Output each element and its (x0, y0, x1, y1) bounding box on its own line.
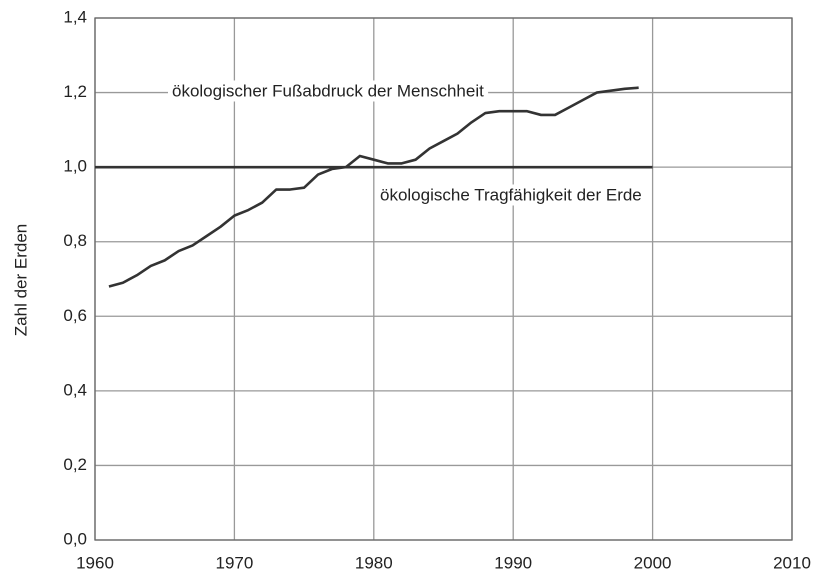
x-tick-label: 2000 (634, 553, 672, 572)
y-axis-label: Zahl der Erden (11, 224, 30, 336)
y-tick-label: 0,8 (63, 231, 87, 250)
label-background (168, 80, 489, 102)
y-tick-label: 0,0 (63, 529, 87, 548)
series-label: ökologischer Fußabdruck der Menschheit (172, 81, 484, 100)
y-tick-label: 0,2 (63, 455, 87, 474)
x-tick-label: 1990 (494, 553, 532, 572)
label-background (376, 184, 646, 206)
y-tick-label: 0,4 (63, 380, 87, 399)
x-tick-label: 1980 (355, 553, 393, 572)
plot-frame (94, 17, 793, 541)
y-tick-label: 1,4 (63, 7, 87, 26)
y-tick-label: 1,0 (63, 157, 87, 176)
y-tick-label: 1,2 (63, 82, 87, 101)
x-tick-label: 2010 (773, 553, 811, 572)
data-line (108, 86, 639, 288)
series-label: ökologische Tragfähigkeit der Erde (380, 185, 642, 204)
y-tick-label: 0,6 (63, 306, 87, 325)
x-tick-label: 1960 (76, 553, 114, 572)
x-tick-label: 1970 (215, 553, 253, 572)
